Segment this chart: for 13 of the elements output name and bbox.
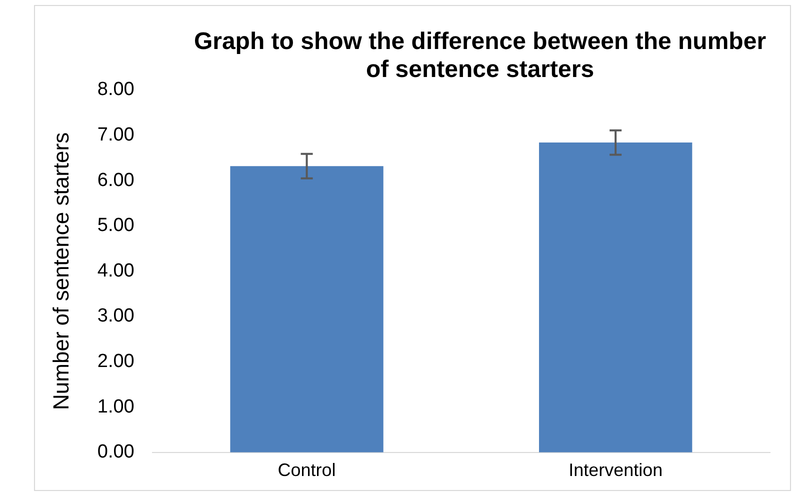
y-tick-label: 6.00 — [97, 170, 134, 191]
y-tick-label: 3.00 — [97, 306, 134, 327]
x-tick-label: Intervention — [568, 460, 663, 480]
chart-title: Graph to show the difference between the number of sentence starters — [192, 28, 768, 84]
y-tick-label: 2.00 — [97, 351, 134, 372]
y-axis-title: Number of sentence starters — [48, 132, 74, 410]
y-tick-label: 8.00 — [97, 79, 134, 100]
y-tick-label: 0.00 — [97, 442, 134, 463]
x-tick-label: Control — [278, 460, 336, 480]
y-tick-label: 5.00 — [97, 215, 134, 236]
y-tick-label: 7.00 — [97, 124, 134, 146]
y-tick-label: 1.00 — [97, 396, 134, 418]
y-tick-label: 4.00 — [97, 260, 134, 282]
